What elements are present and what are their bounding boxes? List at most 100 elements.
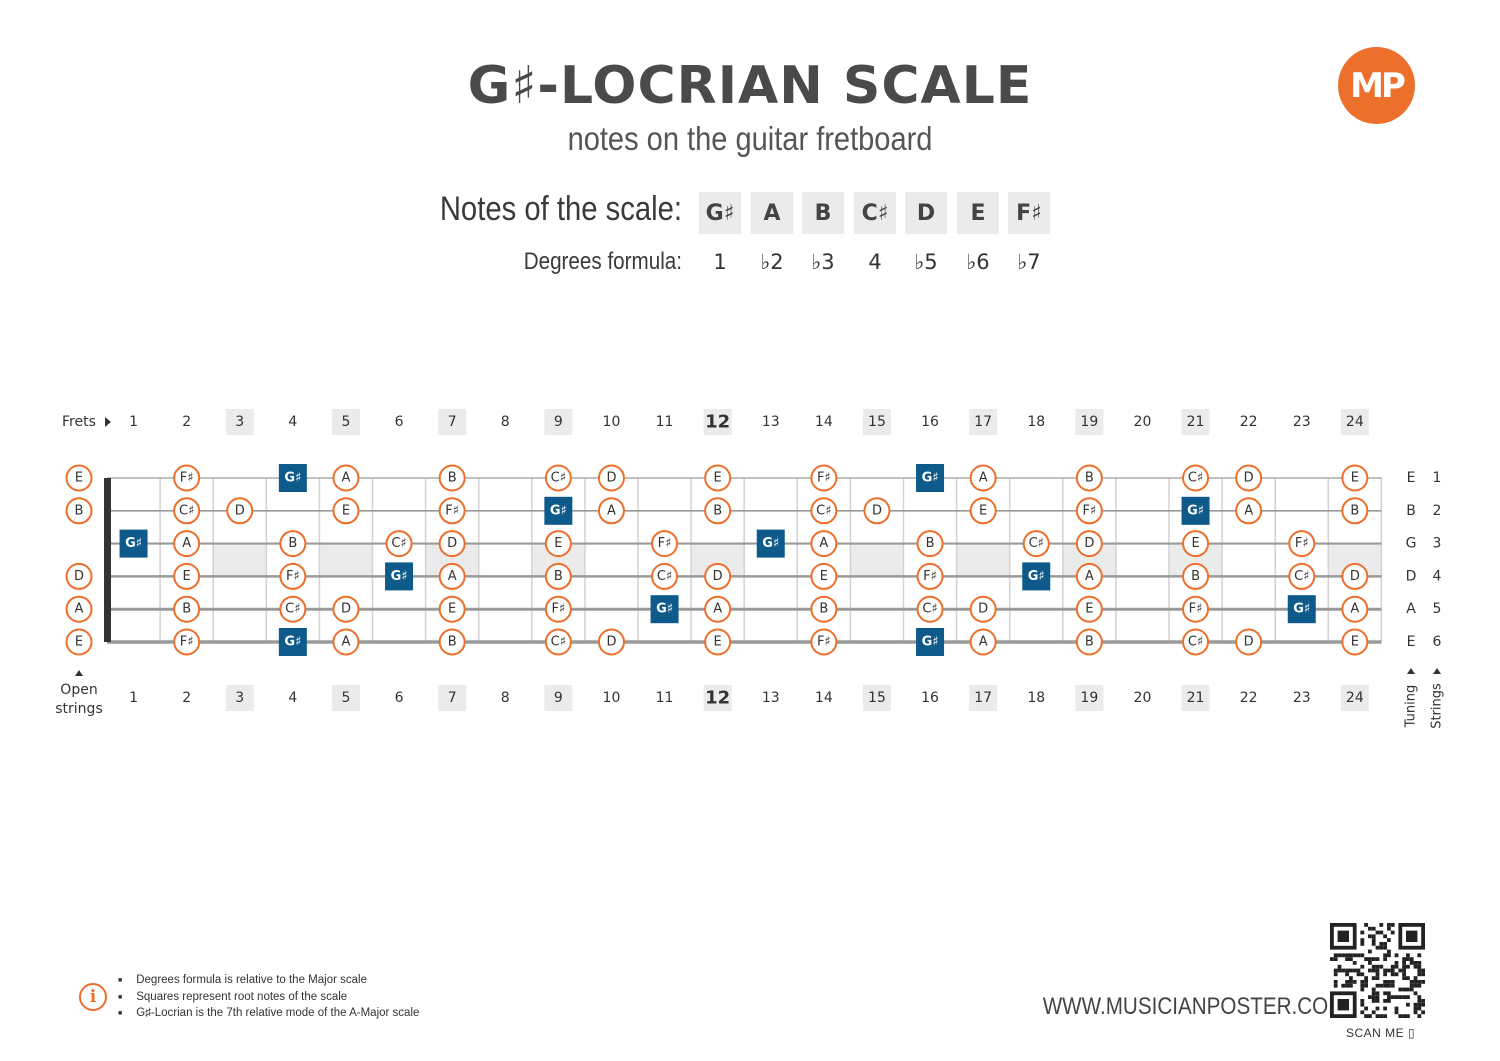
- qr-module: [1417, 995, 1422, 999]
- note-label: E: [75, 471, 83, 486]
- qr-module: [1337, 964, 1342, 969]
- note-circle: [1288, 562, 1316, 590]
- note-label: D: [235, 503, 245, 518]
- qr-module: [1349, 968, 1353, 973]
- qr-module: [1375, 976, 1380, 980]
- fret-number: 19: [1080, 414, 1098, 430]
- note-circle: [1341, 497, 1369, 525]
- fret-number: 7: [448, 414, 457, 430]
- note-label: B: [448, 635, 457, 650]
- fret-number: 2: [182, 690, 191, 706]
- qr-module: [1333, 968, 1338, 973]
- note-circle: [810, 530, 838, 558]
- note-circle: [65, 464, 93, 492]
- strings-arrow-icon: [1433, 668, 1441, 674]
- root-note-label: G♯: [391, 569, 408, 584]
- page-subtitle: notes on the guitar fretboard: [567, 120, 933, 157]
- note-label: A: [75, 602, 84, 617]
- qr-module: [1406, 995, 1410, 999]
- website-link[interactable]: WWW.MUSICIANPOSTER.COM: [1042, 993, 1346, 1020]
- note-label: D: [606, 635, 616, 650]
- qr-module: [1387, 999, 1391, 1003]
- qr-module: [1379, 942, 1384, 946]
- qr-module: [1364, 1006, 1368, 1011]
- qr-module: [1409, 987, 1414, 992]
- note-label: B: [448, 471, 457, 486]
- note-label: A: [1244, 503, 1253, 518]
- qr-module: [1383, 983, 1387, 988]
- fret-number-highlight: [1181, 409, 1210, 435]
- scale-degree: ♭5: [914, 250, 938, 274]
- qr-module: [1341, 983, 1346, 988]
- qr-module: [1398, 968, 1403, 973]
- note-label: B: [288, 536, 297, 551]
- footer-note: Degrees formula is relative to the Major…: [118, 973, 419, 990]
- root-note-square: [1181, 496, 1210, 525]
- qr-module: [1379, 1014, 1384, 1018]
- qr-module: [1368, 949, 1372, 954]
- qr-module: [1360, 983, 1365, 988]
- note-label: F♯: [180, 635, 194, 650]
- note-circle: [969, 595, 997, 623]
- note-circle: [916, 562, 944, 590]
- note-label: A: [341, 471, 350, 486]
- note-circle: [173, 497, 201, 525]
- note-label: A: [1085, 569, 1094, 584]
- note-circle: [704, 464, 732, 492]
- qr-module: [1333, 957, 1338, 961]
- note-label: D: [341, 602, 351, 617]
- note-label: F♯: [923, 569, 937, 584]
- note-label: C♯: [1188, 635, 1203, 650]
- note-label: A: [819, 536, 828, 551]
- qr-module: [1406, 930, 1418, 942]
- note-circle: [1341, 628, 1369, 656]
- fret-number: 6: [395, 690, 404, 706]
- note-label: B: [1350, 503, 1359, 518]
- fret-number-highlight: [225, 409, 254, 435]
- scale-degree: 1: [713, 250, 727, 274]
- note-circle: [597, 497, 625, 525]
- note-circle: [544, 628, 572, 656]
- qr-module: [1368, 957, 1372, 961]
- string-tuning: E: [1407, 634, 1416, 650]
- fret-number: 1: [129, 414, 138, 430]
- note-label: E: [1191, 536, 1199, 551]
- qr-module: [1383, 1006, 1387, 1011]
- qr-module: [1390, 980, 1395, 984]
- qr-module: [1409, 983, 1414, 988]
- qr-module: [1337, 968, 1342, 973]
- qr-module: [1360, 980, 1365, 984]
- qr-module: [1364, 983, 1368, 988]
- note-circle: [1182, 530, 1210, 558]
- qr-module: [1394, 1006, 1399, 1011]
- fret-number: 5: [341, 414, 350, 430]
- note-label: F♯: [817, 471, 831, 486]
- root-note-label: G♯: [762, 536, 779, 551]
- qr-module: [1375, 930, 1380, 935]
- qr-code[interactable]: [1330, 923, 1425, 1018]
- qr-module: [1413, 1002, 1418, 1007]
- note-label: A: [713, 602, 722, 617]
- qr-module: [1368, 934, 1372, 939]
- qr-module: [1383, 957, 1387, 961]
- qr-module: [1345, 980, 1349, 984]
- root-note-square: [916, 464, 945, 492]
- note-label: E: [979, 503, 987, 518]
- qr-module: [1337, 930, 1349, 942]
- footer-note: Squares represent root notes of the scal…: [118, 990, 419, 1007]
- qr-module: [1375, 968, 1380, 973]
- note-label: B: [713, 503, 722, 518]
- note-label: D: [1350, 569, 1360, 584]
- note-label: D: [74, 569, 84, 584]
- qr-module: [1364, 957, 1368, 961]
- scale-degree: ♭7: [1017, 250, 1041, 274]
- string-tuning: G: [1406, 536, 1417, 552]
- note-label: C♯: [816, 503, 831, 518]
- qr-module: [1390, 983, 1395, 988]
- qr-module: [1341, 968, 1346, 973]
- root-note-square: [119, 529, 148, 558]
- fret-number-highlight: [862, 409, 891, 435]
- qr-module: [1421, 1010, 1425, 1015]
- note-label: E: [75, 635, 83, 650]
- scale-note: G♯: [699, 192, 741, 234]
